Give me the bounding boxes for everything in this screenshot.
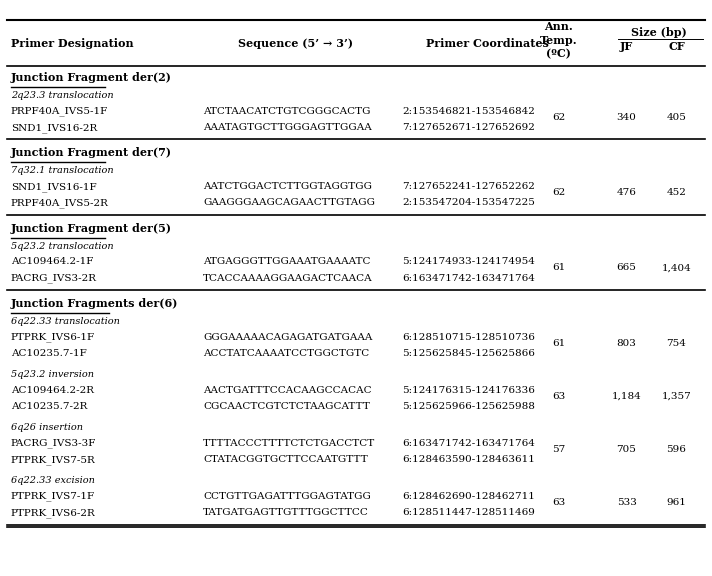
Text: 754: 754 [666,339,686,348]
Text: 5:125625845-125625866: 5:125625845-125625866 [402,349,535,358]
Text: 57: 57 [553,445,565,454]
Text: 340: 340 [617,113,637,122]
Text: TCACCAAAAGGAAGACTCAACA: TCACCAAAAGGAAGACTCAACA [203,274,372,283]
Text: PTPRK_IVS7-1F: PTPRK_IVS7-1F [11,492,95,501]
Text: 2q23.3 translocation: 2q23.3 translocation [11,91,113,100]
Text: SND1_IVS16-2R: SND1_IVS16-2R [11,123,97,132]
Text: TTTTACCCTTTTCTCTGACCTCT: TTTTACCCTTTTCTCTGACCTCT [203,439,375,448]
Text: GAAGGGAAGCAGAACTTGTAGG: GAAGGGAAGCAGAACTTGTAGG [203,198,375,207]
Text: 63: 63 [553,498,565,507]
Text: CTATACGGTGCTTCCAATGTTT: CTATACGGTGCTTCCAATGTTT [203,455,367,464]
Text: 5:124174933-124174954: 5:124174933-124174954 [402,257,535,266]
Text: GGGAAAAACAGAGATGATGAAA: GGGAAAAACAGAGATGATGAAA [203,333,372,342]
Text: AAATAGTGCTTGGGAGTTGGAA: AAATAGTGCTTGGGAGTTGGAA [203,123,372,132]
Text: 7q32.1 translocation: 7q32.1 translocation [11,166,113,175]
Text: 7:127652671-127652692: 7:127652671-127652692 [402,123,535,132]
Text: AC109464.2-1F: AC109464.2-1F [11,257,93,266]
Text: PACRG_IVS3-3F: PACRG_IVS3-3F [11,439,96,448]
Text: AATCTGGACTCTTGGTAGGTGG: AATCTGGACTCTTGGTAGGTGG [203,182,372,191]
Text: 476: 476 [617,188,637,197]
Text: ATCTAACATCTGTCGGGCACTG: ATCTAACATCTGTCGGGCACTG [203,107,370,116]
Text: 6:163471742-163471764: 6:163471742-163471764 [402,439,535,448]
Text: 405: 405 [666,113,686,122]
Text: Sequence (5’ → 3’): Sequence (5’ → 3’) [238,37,353,49]
Text: SND1_IVS16-1F: SND1_IVS16-1F [11,182,96,192]
Text: 961: 961 [666,498,686,507]
Text: Junction Fragment der(7): Junction Fragment der(7) [11,147,172,158]
Text: CF: CF [668,41,685,52]
Text: Size (bp): Size (bp) [631,27,686,38]
Text: 1,404: 1,404 [661,263,691,272]
Text: 62: 62 [553,188,565,197]
Text: 803: 803 [617,339,637,348]
Text: ATGAGGGTTGGAAATGAAAATC: ATGAGGGTTGGAAATGAAAATC [203,257,370,266]
Text: 6:128463590-128463611: 6:128463590-128463611 [402,455,535,464]
Text: TATGATGAGTTGTTTGGCTTCC: TATGATGAGTTGTTTGGCTTCC [203,508,369,517]
Text: CGCAACTCGTCTCTAAGCATTT: CGCAACTCGTCTCTAAGCATTT [203,402,370,411]
Text: 705: 705 [617,445,637,454]
Text: 665: 665 [617,263,637,272]
Text: JF: JF [620,41,633,52]
Text: AC109464.2-2R: AC109464.2-2R [11,386,94,395]
Text: 5q23.2 translocation: 5q23.2 translocation [11,242,113,251]
Text: Junction Fragment der(2): Junction Fragment der(2) [11,72,172,83]
Text: 533: 533 [617,498,637,507]
Text: 6:128462690-128462711: 6:128462690-128462711 [402,492,535,501]
Text: 596: 596 [666,445,686,454]
Text: Primer Coordinates: Primer Coordinates [426,37,549,49]
Text: 6:128511447-128511469: 6:128511447-128511469 [402,508,535,517]
Text: 2:153547204-153547225: 2:153547204-153547225 [402,198,535,207]
Text: 6q22.33 excision: 6q22.33 excision [11,476,95,485]
Text: PTPRK_IVS7-5R: PTPRK_IVS7-5R [11,455,95,465]
Text: 6q26 insertion: 6q26 insertion [11,423,83,432]
Text: 5:124176315-124176336: 5:124176315-124176336 [402,386,535,395]
Text: 62: 62 [553,113,565,122]
Text: CCTGTTGAGATTTGGAGTATGG: CCTGTTGAGATTTGGAGTATGG [203,492,371,501]
Text: 6:163471742-163471764: 6:163471742-163471764 [402,274,535,283]
Text: PTPRK_IVS6-2R: PTPRK_IVS6-2R [11,508,95,518]
Text: 1,357: 1,357 [661,392,691,401]
Text: Primer Designation: Primer Designation [11,37,133,49]
Text: 61: 61 [553,339,565,348]
Text: ACCTATCAAAATCCTGGCTGTC: ACCTATCAAAATCCTGGCTGTC [203,349,369,358]
Text: 452: 452 [666,188,686,197]
Text: Junction Fragment der(5): Junction Fragment der(5) [11,223,172,234]
Text: PRPF40A_IVS5-2R: PRPF40A_IVS5-2R [11,198,108,208]
Text: AC10235.7-1F: AC10235.7-1F [11,349,86,358]
Text: 1,184: 1,184 [612,392,642,401]
Text: AACTGATTTCCACAAGCCACAC: AACTGATTTCCACAAGCCACAC [203,386,372,395]
Text: 5:125625966-125625988: 5:125625966-125625988 [402,402,535,411]
Text: 6:128510715-128510736: 6:128510715-128510736 [402,333,535,342]
Text: 7:127652241-127652262: 7:127652241-127652262 [402,182,535,191]
Text: 63: 63 [553,392,565,401]
Text: 6q22.33 translocation: 6q22.33 translocation [11,317,120,326]
Text: 61: 61 [553,263,565,272]
Text: PACRG_IVS3-2R: PACRG_IVS3-2R [11,274,97,283]
Text: Junction Fragments der(6): Junction Fragments der(6) [11,298,178,309]
Text: 5q23.2 inversion: 5q23.2 inversion [11,370,94,379]
Text: PTPRK_IVS6-1F: PTPRK_IVS6-1F [11,333,95,342]
Text: AC10235.7-2R: AC10235.7-2R [11,402,87,411]
Text: PRPF40A_IVS5-1F: PRPF40A_IVS5-1F [11,107,108,116]
Text: 2:153546821-153546842: 2:153546821-153546842 [402,107,535,116]
Text: Ann.
Temp.
(ºC): Ann. Temp. (ºC) [540,21,577,59]
